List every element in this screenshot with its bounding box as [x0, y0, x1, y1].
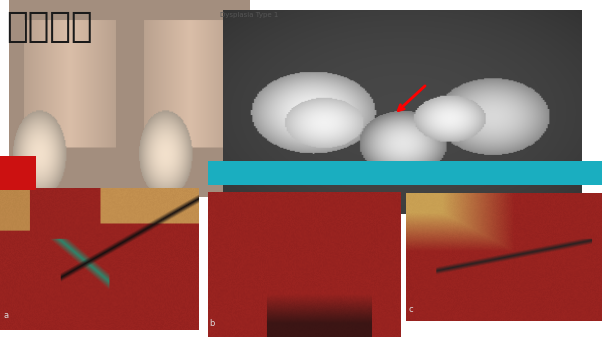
Text: a: a [3, 311, 8, 320]
Bar [208, 162, 602, 185]
Text: b: b [209, 319, 215, 328]
Text: Dysplasia Type 1: Dysplasia Type 1 [220, 12, 278, 18]
Text: 确定真臼: 确定真臼 [6, 10, 93, 44]
Text: c: c [408, 306, 413, 315]
Bar [0, 156, 36, 190]
